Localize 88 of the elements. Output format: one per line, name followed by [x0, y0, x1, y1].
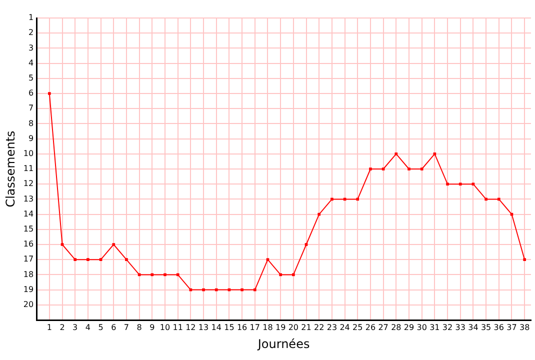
y-tick-label: 15: [23, 224, 34, 234]
x-tick-label: 5: [98, 322, 104, 332]
y-tick-label: 11: [23, 164, 34, 174]
x-tick-label: 26: [365, 322, 376, 332]
y-tick-label: 20: [23, 300, 34, 309]
y-tick-label: 5: [28, 73, 34, 82]
y-axis-title: Classements: [3, 130, 18, 208]
x-tick-label: 2: [60, 322, 65, 332]
x-tick-label: 10: [160, 322, 170, 332]
point: [420, 168, 424, 170]
x-tick-label: 1: [46, 322, 52, 332]
point: [48, 92, 51, 95]
point: [214, 288, 218, 292]
y-tick-label: 14: [23, 209, 34, 218]
x-tick-label: 14: [211, 322, 222, 332]
x-tick-label: 15: [224, 322, 234, 332]
y-tick-label: 9: [28, 134, 34, 143]
point: [394, 152, 398, 156]
point: [304, 243, 308, 246]
x-tick-label: 17: [250, 322, 260, 332]
x-tick-label: 8: [136, 322, 142, 332]
x-tick-label: 29: [404, 322, 414, 332]
y-tick-label: 6: [28, 88, 34, 98]
x-tick-label: 16: [236, 322, 248, 332]
x-tick-label: 32: [442, 322, 453, 332]
x-tick-label: 31: [430, 322, 440, 332]
y-tick-label: 1: [28, 13, 34, 22]
x-tick-label: 7: [124, 322, 130, 332]
y-tick-label: 16: [23, 240, 34, 249]
point: [112, 243, 116, 246]
point: [356, 198, 360, 201]
point: [292, 273, 295, 276]
x-tick-label: 18: [262, 322, 273, 332]
y-tick-label: 13: [23, 194, 34, 204]
x-tick-label: 35: [480, 322, 492, 332]
point: [74, 258, 77, 262]
point: [240, 288, 244, 292]
x-tick-label: 6: [111, 322, 116, 332]
point: [382, 168, 385, 170]
x-tick-label: 22: [314, 322, 324, 332]
x-axis-title: Journées: [256, 336, 310, 351]
x-tick-label: 19: [275, 322, 286, 332]
x-tick-label: 4: [85, 322, 90, 332]
x-tick-label: 27: [378, 322, 388, 332]
y-tick-label: 2: [28, 28, 34, 38]
x-tick-label: 23: [326, 322, 338, 332]
y-tick-label: 3: [28, 43, 34, 52]
point: [433, 152, 436, 156]
x-tick-label: 13: [198, 322, 209, 332]
point: [330, 198, 334, 201]
point: [484, 198, 488, 201]
point: [150, 273, 154, 276]
point: [472, 182, 475, 186]
point: [202, 288, 205, 292]
point: [99, 258, 102, 262]
y-tick-label: 17: [23, 254, 34, 264]
x-tick-label: 37: [506, 322, 517, 332]
point: [253, 288, 256, 292]
y-tick-label: 8: [28, 118, 34, 128]
x-tick-label: 28: [391, 322, 402, 332]
y-tick-label: 10: [23, 148, 34, 158]
x-tick-label: 11: [172, 322, 183, 332]
x-tick-label: 25: [352, 322, 363, 332]
y-tick-label: 18: [23, 270, 34, 279]
x-tick-label: 30: [416, 322, 427, 332]
x-tick-label: 38: [519, 322, 530, 332]
y-tick-label: 4: [28, 58, 34, 68]
point: [176, 273, 180, 276]
x-tick-label: 3: [72, 322, 78, 332]
point: [523, 258, 526, 262]
point: [458, 182, 462, 186]
point: [164, 273, 166, 276]
x-tick-label: 34: [468, 322, 478, 332]
x-tick-label: 9: [150, 322, 155, 332]
point: [60, 243, 64, 246]
point: [497, 198, 500, 201]
x-tick-label: 20: [288, 322, 299, 332]
x-tick-label: 21: [301, 322, 312, 332]
x-tick-label: 24: [340, 322, 350, 332]
y-tick-label: 12: [23, 179, 34, 188]
point: [266, 258, 270, 262]
x-tick-label: 36: [494, 322, 504, 332]
y-tick-label: 19: [23, 284, 34, 294]
x-tick-label: 12: [186, 322, 196, 332]
point: [279, 273, 282, 276]
y-tick-label: 7: [28, 104, 34, 113]
x-tick-label: 33: [455, 322, 466, 332]
point: [318, 212, 321, 216]
